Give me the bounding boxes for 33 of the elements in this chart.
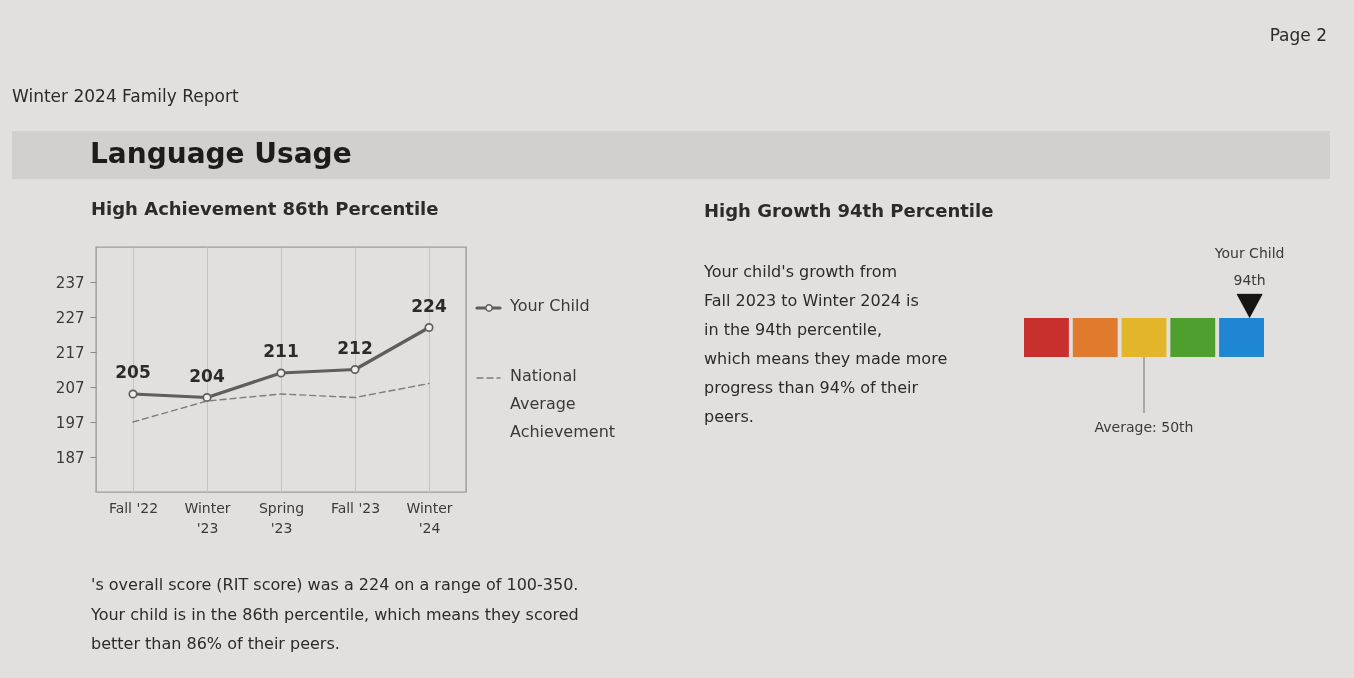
y-tick-label: 217 (55, 343, 85, 362)
x-tick-label: Winter '23 (184, 499, 231, 536)
point (128, 389, 138, 399)
y-tick-label: 207 (55, 378, 85, 397)
x-tick-label: Fall '22 (108, 499, 159, 516)
x-tick-label: Fall '23 (330, 499, 381, 516)
legend-label: National Average Achievement (510, 366, 616, 441)
text: 's overall score (RIT score) was a 224 on a range of 100-350. Your child is in the 86th percentile, which means they scored better than 86% of their peers. (90, 575, 579, 653)
data-label: 224 (411, 295, 447, 316)
text: Language Usage (90, 137, 352, 170)
point (350, 364, 360, 375)
point (424, 322, 434, 333)
legend-label: Your Child (509, 296, 590, 315)
text: Average: 50th (1094, 419, 1194, 435)
point (202, 392, 212, 403)
x-tick-label: Winter '24 (406, 499, 453, 536)
text: Page 2 (1269, 25, 1327, 45)
x-tick-label: Spring '23 (258, 499, 305, 536)
chart-title: High Achievement 86th Percentile (91, 198, 439, 219)
text: Winter 2024 Family Report (12, 86, 239, 106)
y-tick-label: 237 (55, 273, 85, 292)
line-series (132, 382, 430, 423)
y-tick-label: 197 (55, 413, 85, 432)
y-tick-label: 227 (55, 308, 85, 327)
y-tick-label: 187 (55, 448, 85, 467)
point (276, 368, 286, 378)
text: High Growth 94th Percentile (704, 200, 994, 221)
data-label: 204 (189, 365, 225, 386)
text: Your Child 94th (1213, 245, 1285, 288)
data-label: 212 (337, 337, 373, 358)
text: Your child's growth from Fall 2023 to Winter 2024 is in the 94th percentile, which means they made more progress than 94% of their peers. (703, 262, 948, 426)
data-label: 205 (115, 362, 151, 382)
data-label: 211 (263, 341, 299, 361)
